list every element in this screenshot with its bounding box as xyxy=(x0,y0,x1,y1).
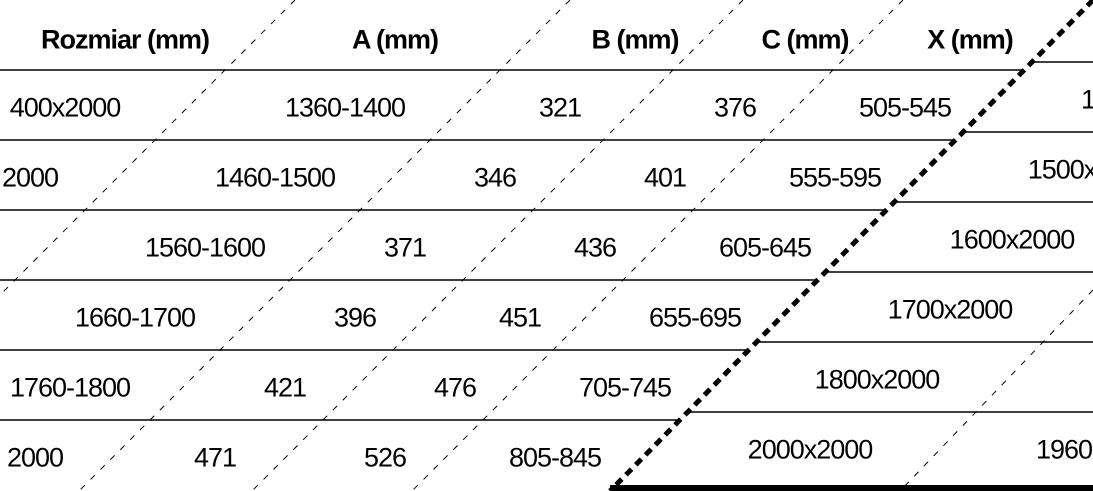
table-cell: 371 xyxy=(383,232,427,263)
column-header: Rozmiar (mm) xyxy=(40,24,210,55)
column-rule xyxy=(411,0,904,491)
table-cell: 421 xyxy=(263,372,307,403)
table-cell: 376 xyxy=(713,92,757,123)
table-cell: 1660-1700 xyxy=(74,302,196,333)
column-header: B (mm) xyxy=(591,24,680,55)
table-cell: 400x2000 xyxy=(9,92,122,123)
table-cell: 1960- xyxy=(1035,434,1093,465)
table-cell: 396 xyxy=(333,302,377,333)
table-cell: 1760-1800 xyxy=(9,372,131,403)
table-cell: 1700x2000 xyxy=(887,294,1014,325)
table-cell: 2000 xyxy=(1,162,59,193)
table-cell: 346 xyxy=(473,162,517,193)
table-cell: 451 xyxy=(498,302,542,333)
table-cell: 655-695 xyxy=(648,302,742,333)
column-rule xyxy=(0,0,296,296)
table-cell: 1360-1400 xyxy=(284,92,406,123)
column-header: C (mm) xyxy=(761,24,850,55)
table-cell: 436 xyxy=(573,232,617,263)
table-cell: 505-545 xyxy=(858,92,952,123)
table-cell: 471 xyxy=(193,442,237,473)
table-cell: 1460-1500 xyxy=(214,162,336,193)
table-cell: 1 xyxy=(1080,84,1093,115)
table-cell: 401 xyxy=(643,162,687,193)
table-cell: 805-845 xyxy=(508,442,602,473)
table-cell: 2000 xyxy=(6,442,64,473)
column-header: A (mm) xyxy=(352,24,439,55)
table-cell: 526 xyxy=(363,442,407,473)
column-rule xyxy=(78,0,571,491)
table-cell: 605-645 xyxy=(718,232,812,263)
table-cell: 321 xyxy=(538,92,582,123)
shear-edge xyxy=(608,0,1093,491)
table-cell: 555-595 xyxy=(788,162,882,193)
column-rule xyxy=(899,289,1093,491)
table-cell: 1600x2000 xyxy=(949,224,1076,255)
table-cell: 1800x2000 xyxy=(814,364,941,395)
table-cell: 2000x2000 xyxy=(747,434,874,465)
table-cell: 1500x xyxy=(1027,154,1093,185)
table-cell: 476 xyxy=(433,372,477,403)
column-rule xyxy=(251,0,744,491)
table-cell: 1560-1600 xyxy=(144,232,266,263)
table-cell: 705-745 xyxy=(578,372,672,403)
column-header: X (mm) xyxy=(927,24,1014,55)
